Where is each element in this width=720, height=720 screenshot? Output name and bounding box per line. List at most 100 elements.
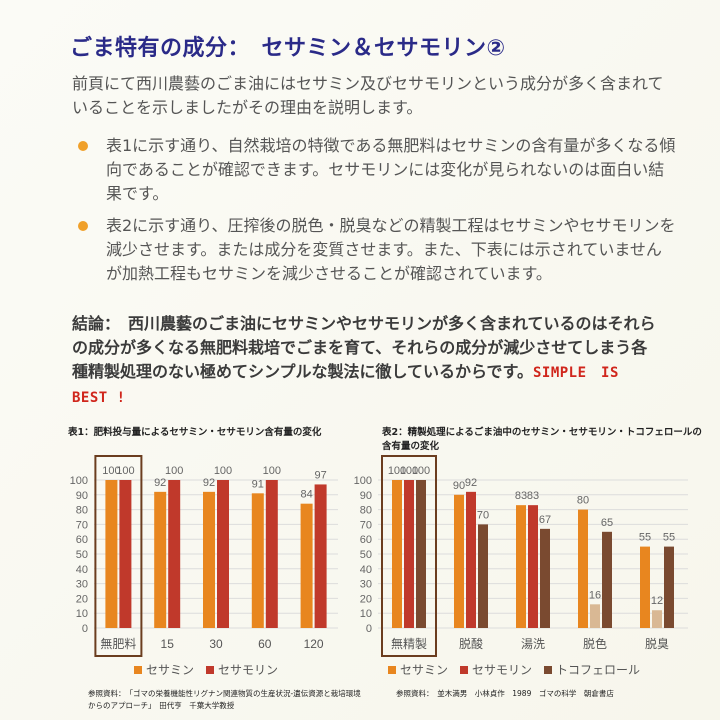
bar bbox=[251, 493, 264, 628]
bar bbox=[640, 546, 650, 628]
y-tick-label: 100 bbox=[70, 475, 88, 487]
data-label: 100 bbox=[165, 465, 183, 477]
y-tick-label: 40 bbox=[360, 564, 372, 576]
bullet-text-2: 表2に示す通り、圧搾後の脱色・脱臭などの精製工程はセサミンやセサモリンを減少させ… bbox=[106, 216, 676, 283]
data-label: 100 bbox=[102, 465, 120, 477]
data-label: 100 bbox=[214, 465, 232, 477]
y-tick-label: 20 bbox=[360, 593, 372, 605]
data-label: 83 bbox=[515, 490, 527, 502]
category-label: 120 bbox=[304, 637, 324, 651]
bar bbox=[664, 546, 674, 628]
bullet-text-1: 表1に示す通り、自然栽培の特徴である無肥料はセサミンの含有量が多くなる傾向である… bbox=[106, 136, 676, 203]
chart1: 0 10 20 30 40 50 60 70 80 90 100 100 100 無肥料 92 100 15 92… bbox=[60, 448, 350, 688]
intro-text: 前頁にて西川農藝のごま油にはセサミン及びセサモリンという成分が多く含まれているこ… bbox=[72, 74, 664, 117]
bar bbox=[454, 494, 464, 628]
y-tick-label: 80 bbox=[360, 505, 372, 517]
bar bbox=[203, 491, 215, 628]
category-label: 無肥料 bbox=[100, 636, 136, 651]
y-tick-label: 40 bbox=[76, 564, 88, 576]
data-label: 70 bbox=[477, 509, 489, 521]
y-tick-label: 0 bbox=[366, 623, 372, 635]
category-label: 脱臭 bbox=[645, 636, 669, 651]
y-tick-label: 70 bbox=[76, 519, 88, 531]
bar bbox=[105, 480, 118, 628]
legend-swatch bbox=[134, 666, 142, 674]
chart1-reference: 参照資料： 「ゴマの栄養機能性リグナン関連物質の生産状況-遺伝資源と栽培環境から… bbox=[88, 689, 361, 710]
category-label: 湯洗 bbox=[521, 637, 545, 651]
category-label: 30 bbox=[209, 637, 223, 651]
bar bbox=[528, 505, 538, 628]
legend-label: セサモリン bbox=[472, 663, 532, 677]
legend-swatch bbox=[388, 666, 396, 674]
data-label: 92 bbox=[203, 477, 215, 489]
chart1-svg: 0102030405060708090100100100無肥料921001592… bbox=[70, 455, 338, 677]
bar bbox=[590, 604, 600, 628]
y-tick-label: 30 bbox=[76, 579, 88, 591]
data-label: 55 bbox=[663, 532, 675, 544]
chart2: 0 10 20 30 40 50 60 70 80 90 100 100 100 100 無精製 90 92 70… bbox=[338, 448, 698, 688]
data-label: 100 bbox=[263, 465, 281, 477]
bar bbox=[314, 484, 327, 628]
category-label: 15 bbox=[161, 637, 175, 651]
conclusion: 結論： 西川農藝のごま油にセサミンやセサモリンが多く含まれているのはそれらの成分… bbox=[72, 312, 662, 410]
data-label: 55 bbox=[639, 532, 651, 544]
data-label: 100 bbox=[116, 465, 134, 477]
data-label: 83 bbox=[527, 490, 539, 502]
y-tick-label: 10 bbox=[360, 608, 372, 620]
bullet-dot-icon bbox=[78, 141, 88, 151]
y-tick-label: 30 bbox=[360, 579, 372, 591]
y-tick-label: 50 bbox=[76, 549, 88, 561]
data-label: 100 bbox=[388, 465, 406, 477]
data-label: 92 bbox=[465, 477, 477, 489]
bar bbox=[300, 503, 313, 628]
data-label: 65 bbox=[601, 517, 613, 529]
y-tick-label: 60 bbox=[360, 534, 372, 546]
data-label: 67 bbox=[539, 514, 551, 526]
data-label: 90 bbox=[453, 480, 465, 492]
legend-swatch bbox=[544, 666, 552, 674]
data-label: 92 bbox=[154, 477, 166, 489]
bar bbox=[466, 491, 476, 628]
y-tick-label: 10 bbox=[76, 608, 88, 620]
legend-swatch bbox=[460, 666, 468, 674]
data-label: 97 bbox=[314, 469, 326, 481]
bar bbox=[392, 480, 402, 628]
page-title: ごま特有の成分： セサミン＆セサモリン② bbox=[70, 36, 506, 61]
bar bbox=[602, 531, 612, 628]
data-label: 12 bbox=[651, 595, 663, 607]
bar bbox=[652, 610, 662, 628]
legend-label: セサミン bbox=[146, 663, 194, 677]
bar bbox=[478, 524, 488, 628]
bar bbox=[154, 491, 167, 628]
category-label: 脱酸 bbox=[459, 636, 483, 651]
highlight-box bbox=[381, 455, 437, 657]
y-tick-label: 50 bbox=[360, 549, 372, 561]
legend-label: セサミン bbox=[400, 663, 448, 677]
y-tick-label: 0 bbox=[82, 623, 88, 635]
y-tick-label: 60 bbox=[76, 534, 88, 546]
data-label: 80 bbox=[577, 495, 589, 507]
legend-label: トコフェロール bbox=[556, 663, 640, 677]
bar bbox=[578, 509, 588, 628]
y-tick-label: 100 bbox=[354, 475, 372, 487]
bar bbox=[217, 480, 229, 628]
conclusion-text: 結論： 西川農藝のごま油にセサミンやセサモリンが多く含まれているのはそれらの成分… bbox=[72, 314, 656, 381]
y-tick-label: 90 bbox=[360, 490, 372, 502]
chart2-reference: 参照資料： 並木満男 小林貞作 1989 ゴマの科学 朝倉書店 bbox=[396, 689, 614, 698]
bar bbox=[404, 480, 414, 628]
category-label: 無精製 bbox=[391, 636, 427, 651]
legend-label: セサモリン bbox=[218, 663, 278, 677]
bullet-dot-icon bbox=[78, 221, 88, 231]
bar bbox=[540, 528, 550, 628]
y-tick-label: 80 bbox=[76, 505, 88, 517]
data-label: 100 bbox=[400, 465, 418, 477]
bar bbox=[168, 480, 181, 628]
data-label: 16 bbox=[589, 589, 601, 601]
y-tick-label: 90 bbox=[76, 490, 88, 502]
chart1-title: 表1：肥料投与量によるセサミン・セサモリン含有量の変化 bbox=[68, 427, 322, 438]
bar bbox=[516, 505, 526, 628]
y-tick-label: 70 bbox=[360, 519, 372, 531]
bar bbox=[119, 480, 132, 628]
bar bbox=[265, 480, 278, 628]
